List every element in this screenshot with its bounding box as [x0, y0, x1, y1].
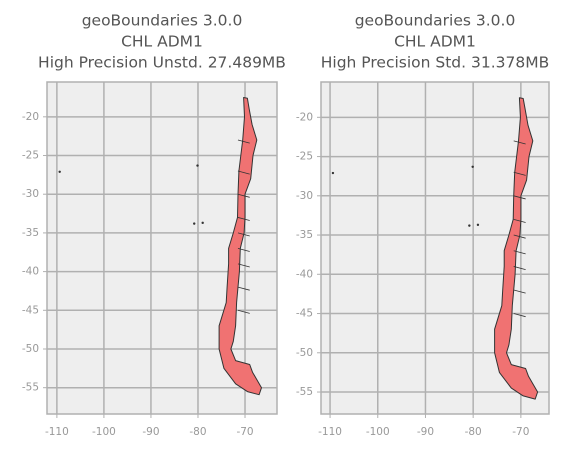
island	[196, 164, 199, 167]
region-border	[513, 250, 526, 255]
island	[468, 224, 471, 227]
country-shape	[494, 97, 539, 400]
y-tick-label: -25	[22, 150, 39, 162]
chart-title: High Precision Std. 31.378MB	[321, 54, 550, 72]
y-tick-label: -50	[22, 343, 39, 355]
region-border	[237, 193, 250, 198]
y-tick-label: -30	[296, 190, 313, 202]
island	[476, 223, 480, 227]
y-tick-label: -35	[22, 227, 39, 239]
x-tick-label: -90	[142, 426, 159, 438]
country-shape	[218, 97, 262, 396]
chart-title: geoBoundaries 3.0.0	[355, 12, 516, 30]
chart-title: geoBoundaries 3.0.0	[82, 12, 243, 30]
region-border	[237, 232, 250, 237]
x-tick-label: -90	[417, 426, 434, 438]
region-border	[513, 140, 526, 145]
y-tick-label: -35	[296, 229, 313, 241]
region-border	[237, 286, 250, 291]
chart-title: High Precision Unstd. 27.489MB	[38, 54, 286, 72]
island	[471, 165, 474, 168]
region-border	[237, 217, 250, 221]
region-border	[513, 171, 526, 176]
region-border	[237, 263, 250, 268]
x-tick-label: -70	[236, 426, 253, 438]
region-border	[513, 289, 526, 294]
region-border	[513, 313, 526, 318]
chart-title: CHL ADM1	[394, 33, 476, 51]
island	[58, 170, 61, 173]
region-border	[513, 195, 526, 200]
region-border	[237, 139, 250, 144]
region-border	[513, 234, 526, 239]
island	[331, 171, 335, 175]
region-border	[237, 170, 250, 175]
x-tick-label: -100	[366, 426, 390, 438]
y-tick-label: -30	[22, 188, 39, 200]
y-tick-label: -40	[296, 268, 313, 280]
y-tick-label: -25	[296, 151, 313, 163]
region-border	[513, 218, 526, 223]
x-tick-label: -100	[92, 426, 116, 438]
y-tick-label: -45	[296, 308, 313, 320]
x-tick-label: -110	[318, 426, 342, 438]
region-border	[513, 266, 526, 270]
chart-title: CHL ADM1	[121, 33, 203, 51]
y-tick-label: -20	[22, 111, 39, 123]
y-tick-label: -40	[22, 266, 39, 278]
island	[193, 222, 196, 225]
y-tick-label: -45	[22, 304, 39, 316]
x-tick-label: -80	[465, 426, 482, 438]
region-border	[237, 248, 250, 252]
x-tick-label: -110	[45, 426, 69, 438]
island	[201, 221, 204, 225]
y-tick-label: -55	[296, 386, 313, 398]
y-tick-label: -20	[296, 111, 313, 123]
region-border	[237, 309, 250, 314]
y-tick-label: -50	[296, 347, 313, 359]
x-tick-label: -70	[512, 426, 529, 438]
y-tick-label: -55	[22, 382, 39, 394]
x-tick-label: -80	[189, 426, 206, 438]
